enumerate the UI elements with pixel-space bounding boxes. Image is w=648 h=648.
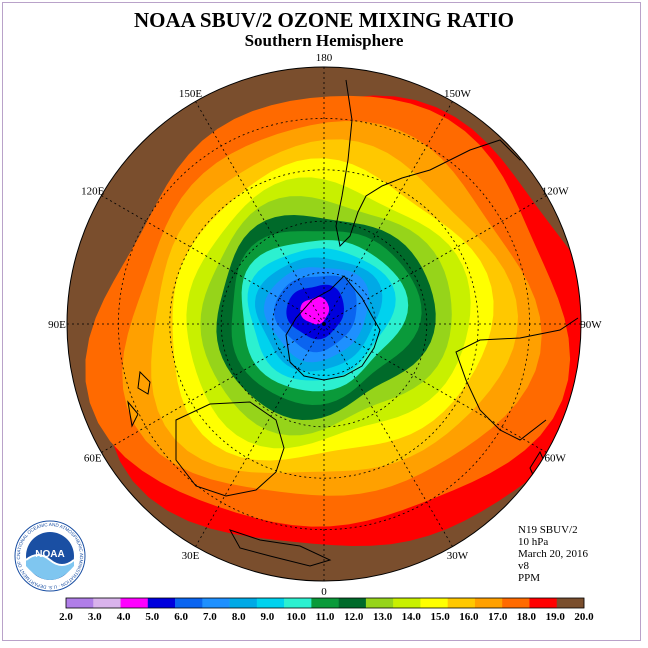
latitude-circle-1 [220, 220, 428, 428]
noaa-logo: NATIONAL OCEANIC AND ATMOSPHERIC ADMINIS… [14, 520, 86, 592]
lon-label-180: 180 [316, 52, 333, 64]
map-disk-outline [66, 66, 582, 582]
map-subtitle: Southern Hemisphere [244, 31, 404, 50]
graticule [67, 67, 581, 581]
figure-frame [2, 2, 641, 641]
coastline-6 [228, 529, 332, 567]
lon-label-120e: 120E [81, 186, 105, 198]
coastlines [127, 79, 579, 567]
longitude-labels: 90W 60W 30W 0 30E 60E 90E 120E 150E 180 150W 120W [48, 52, 602, 598]
lon-label-30w: 30W [447, 550, 469, 562]
info-block: N19 SBUV/2 10 hPa March 20, 2016 v8 PPM [518, 524, 588, 584]
coastline-3 [175, 401, 285, 497]
coastline-4 [127, 370, 151, 428]
lon-label-90e: 90E [48, 319, 66, 331]
latitude-circle-2 [169, 169, 479, 479]
instrument-label: N19 SBUV/2 [518, 524, 578, 536]
map-title: NOAA SBUV/2 OZONE MIXING RATIO [134, 8, 514, 32]
lon-label-60w: 60W [545, 453, 567, 465]
date-label: March 20, 2016 [518, 548, 588, 560]
coastline-0 [285, 275, 381, 381]
lon-label-30e: 30E [182, 550, 200, 562]
lon-label-0: 0 [321, 586, 327, 598]
coastline-2 [455, 317, 579, 441]
pressure-label: 10 hPa [518, 536, 549, 548]
lon-label-150w: 150W [444, 88, 472, 100]
lon-label-150e: 150E [179, 88, 203, 100]
version-label: v8 [518, 560, 529, 572]
lon-label-90w: 90W [580, 319, 602, 331]
noaa-logo-text: NOAA [35, 549, 64, 560]
lon-label-60e: 60E [84, 453, 102, 465]
coastline-1 [335, 79, 533, 248]
lon-label-120w: 120W [542, 186, 570, 198]
units-label: PPM [518, 572, 541, 584]
band-3-4 [300, 296, 330, 325]
